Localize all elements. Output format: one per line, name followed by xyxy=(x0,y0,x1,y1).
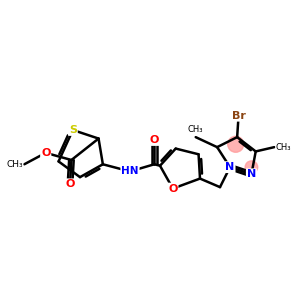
Text: HN: HN xyxy=(121,167,139,176)
Circle shape xyxy=(245,161,258,173)
Text: CH₃: CH₃ xyxy=(188,125,203,134)
Text: CH₃: CH₃ xyxy=(276,142,291,152)
Text: O: O xyxy=(150,135,159,145)
Text: N: N xyxy=(225,162,235,172)
Circle shape xyxy=(228,136,244,152)
Text: O: O xyxy=(168,184,178,194)
Text: Br: Br xyxy=(232,111,245,121)
Text: S: S xyxy=(69,125,77,135)
Text: CH₃: CH₃ xyxy=(6,160,23,169)
Text: O: O xyxy=(41,148,50,158)
Text: N: N xyxy=(247,169,256,179)
Text: O: O xyxy=(65,179,75,189)
